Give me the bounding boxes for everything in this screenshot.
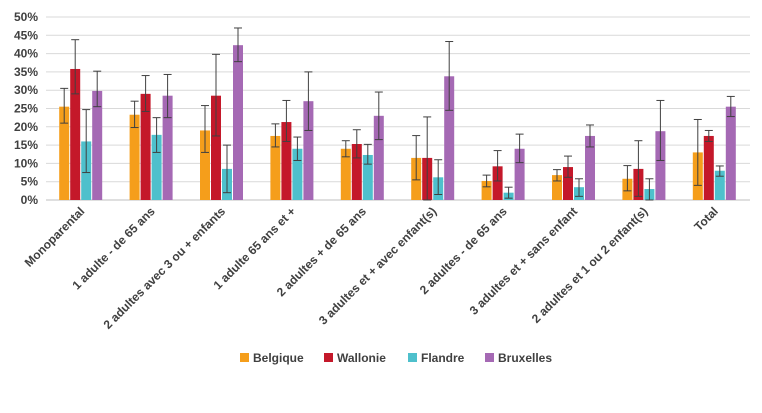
bar-bruxelles — [585, 135, 595, 200]
bar-wallonie — [563, 167, 573, 200]
bar-flandre — [714, 170, 725, 200]
bar-bruxelles — [655, 131, 666, 200]
legend-swatch-belgique — [240, 353, 249, 362]
x-category-label: 2 adultes et 1 ou 2 enfant(s) — [529, 204, 651, 326]
x-category-label: Total — [691, 204, 721, 234]
bar-wallonie — [281, 122, 292, 200]
error-bars — [60, 27, 735, 201]
y-tick-label: 25% — [14, 102, 38, 116]
bar-bruxelles — [373, 115, 384, 200]
y-tick-label: 10% — [14, 156, 38, 170]
x-category-label: Monoparental — [22, 204, 88, 270]
x-category-label: 2 adultes avec 3 ou + enfants — [101, 204, 229, 332]
y-tick-label: 5% — [21, 175, 39, 189]
bar-belgique — [200, 130, 210, 200]
legend-swatch-bruxelles — [485, 353, 494, 362]
bar-flandre — [362, 154, 373, 200]
bar-belgique — [129, 114, 140, 200]
y-tick-label: 0% — [21, 193, 39, 207]
bar-belgique — [552, 175, 562, 200]
bar-belgique — [481, 180, 492, 200]
y-tick-label: 15% — [14, 138, 38, 152]
bar-bruxelles — [725, 106, 736, 200]
legend-swatch-flandre — [408, 353, 417, 362]
legend-label-flandre: Flandre — [421, 351, 465, 365]
x-category-label: 3 adultes et + avec enfant(s) — [316, 204, 439, 327]
bar-wallonie — [140, 93, 151, 200]
bar-bruxelles — [444, 76, 455, 200]
bar-bruxelles — [92, 90, 103, 200]
bar-wallonie — [703, 135, 714, 200]
y-tick-label: 40% — [14, 47, 38, 61]
legend: Belgique Wallonie Flandre Bruxelles — [240, 351, 552, 365]
bar-bruxelles — [303, 101, 314, 200]
bar-wallonie — [70, 68, 81, 200]
y-tick-label: 50% — [14, 10, 38, 24]
bars — [59, 45, 736, 200]
legend-swatch-wallonie — [324, 353, 333, 362]
y-tick-label: 35% — [14, 65, 38, 79]
bar-bruxelles — [514, 148, 525, 200]
bar-flandre — [151, 134, 162, 200]
legend-label-belgique: Belgique — [253, 351, 304, 365]
bar-wallonie — [351, 144, 362, 200]
bar-bruxelles — [162, 95, 173, 200]
y-tick-label: 45% — [14, 28, 38, 42]
legend-label-bruxelles: Bruxelles — [498, 351, 552, 365]
bar-bruxelles — [233, 45, 243, 200]
legend-label-wallonie: Wallonie — [337, 351, 386, 365]
bar-wallonie — [211, 95, 221, 200]
bar-wallonie — [492, 166, 503, 200]
bar-belgique — [59, 106, 70, 200]
bar-belgique — [270, 135, 281, 200]
y-tick-label: 20% — [14, 120, 38, 134]
y-axis: 0% 5% 10% 15% 20% 25% 30% 35% 40% 45% 50% — [14, 10, 38, 207]
bar-flandre — [292, 148, 303, 200]
y-tick-label: 30% — [14, 83, 38, 97]
bar-belgique — [340, 148, 351, 200]
